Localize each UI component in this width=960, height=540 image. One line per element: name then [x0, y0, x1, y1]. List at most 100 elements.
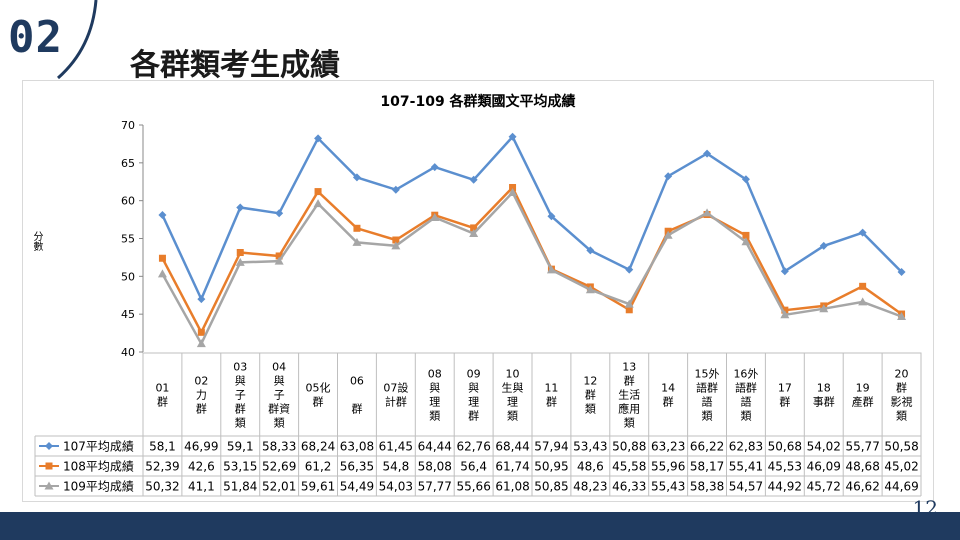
data-label: 56,35 — [340, 460, 374, 474]
x-tick-label: 類 — [235, 417, 246, 430]
data-point — [741, 237, 751, 246]
x-tick-label: 語 — [702, 395, 713, 409]
data-point — [547, 212, 556, 221]
data-label: 48,23 — [573, 480, 607, 494]
data-point — [157, 269, 167, 278]
data-point — [470, 224, 478, 232]
data-point — [275, 252, 283, 260]
data-point — [391, 185, 400, 194]
x-tick-label: 12 — [583, 375, 597, 388]
x-tick-label: 理 — [468, 396, 479, 409]
data-label: 61,08 — [495, 480, 529, 494]
data-label: 50,88 — [612, 440, 646, 454]
x-tick-label: 群 — [235, 402, 246, 416]
x-tick-label: 群 — [351, 402, 362, 416]
x-tick-label: 05化 — [306, 381, 331, 395]
data-point — [314, 188, 322, 196]
x-tick-label: 事群 — [813, 395, 835, 409]
series-line-108平均成績 — [161, 185, 903, 336]
data-point — [585, 285, 595, 294]
y-tick-label: 40 — [121, 346, 135, 359]
page-title: 各群類考生成績 — [130, 48, 340, 83]
bottom-band — [0, 512, 960, 540]
data-label: 54,49 — [340, 480, 374, 494]
data-point — [469, 175, 478, 184]
x-tick-label: 類 — [702, 410, 713, 423]
x-tick-label: 力 — [196, 389, 207, 402]
data-point — [430, 213, 440, 222]
data-label: 55,96 — [651, 460, 685, 474]
data-label: 54,57 — [729, 480, 763, 494]
x-tick-label: 群 — [585, 388, 596, 402]
data-label: 61,74 — [495, 460, 529, 474]
data-label: 52,39 — [145, 460, 179, 474]
data-label: 45,72 — [807, 480, 841, 494]
data-point — [546, 265, 556, 274]
series-line-107平均成績 — [161, 134, 903, 303]
legend-marker — [44, 481, 54, 490]
data-point — [702, 208, 712, 217]
data-label: 52,01 — [262, 480, 296, 494]
data-label: 62,76 — [456, 440, 490, 454]
data-label: 46,62 — [845, 480, 879, 494]
data-label: 41,1 — [188, 480, 215, 494]
chart-title: 107-109 各群類國文平均成績 — [380, 94, 576, 110]
data-label: 46,09 — [807, 460, 841, 474]
data-point — [663, 230, 673, 239]
data-point — [352, 173, 361, 182]
x-tick-label: 群 — [196, 402, 207, 416]
data-label: 53,15 — [223, 460, 257, 474]
x-tick-label: 語群 — [696, 381, 718, 395]
data-point — [742, 231, 750, 239]
x-tick-label: 02 — [194, 375, 208, 388]
data-label: 58,1 — [149, 440, 176, 454]
x-tick-label: 04 — [272, 361, 286, 374]
data-label: 55,43 — [651, 480, 685, 494]
data-point — [274, 256, 284, 265]
x-tick-label: 與 — [235, 374, 246, 388]
y-tick-label: 45 — [121, 308, 135, 321]
data-point — [625, 265, 634, 274]
top-band — [0, 0, 960, 8]
data-point — [508, 132, 517, 141]
data-label: 61,2 — [305, 460, 332, 474]
x-tick-label: 類 — [740, 410, 751, 423]
data-label: 44,92 — [768, 480, 802, 494]
x-tick-label: 類 — [585, 403, 596, 416]
data-point — [625, 306, 633, 314]
x-tick-label: 17 — [778, 382, 792, 395]
x-tick-label: 理 — [429, 396, 440, 409]
data-point — [624, 299, 634, 308]
data-point — [819, 241, 828, 250]
data-label: 57,77 — [418, 480, 452, 494]
data-point — [275, 209, 284, 218]
x-tick-label: 計群 — [385, 395, 407, 409]
data-point — [858, 297, 868, 306]
x-tick-label: 與 — [274, 374, 285, 388]
data-point — [664, 172, 673, 181]
data-label: 56,4 — [460, 460, 487, 474]
data-point — [197, 295, 206, 304]
data-label: 58,33 — [262, 440, 296, 454]
data-label: 46,33 — [612, 480, 646, 494]
data-label: 48,68 — [845, 460, 879, 474]
x-tick-label: 群 — [779, 395, 790, 409]
data-point — [858, 228, 867, 237]
x-tick-label: 11 — [544, 382, 558, 395]
data-point — [781, 306, 789, 314]
data-label: 64,44 — [418, 440, 452, 454]
section-number: 02 — [8, 12, 63, 63]
data-point — [897, 267, 906, 276]
x-tick-label: 09 — [467, 368, 481, 381]
x-tick-label: 應用 — [618, 402, 640, 416]
x-tick-label: 類 — [624, 417, 635, 430]
data-point — [235, 257, 245, 266]
x-tick-label: 子 — [274, 389, 285, 402]
legend-marker — [45, 442, 53, 450]
data-label: 50,95 — [534, 460, 568, 474]
x-tick-label: 生與 — [502, 381, 524, 395]
data-point — [392, 236, 400, 244]
x-tick-label: 影視 — [891, 395, 913, 409]
data-point — [352, 237, 362, 246]
x-tick-label: 類 — [274, 417, 285, 430]
